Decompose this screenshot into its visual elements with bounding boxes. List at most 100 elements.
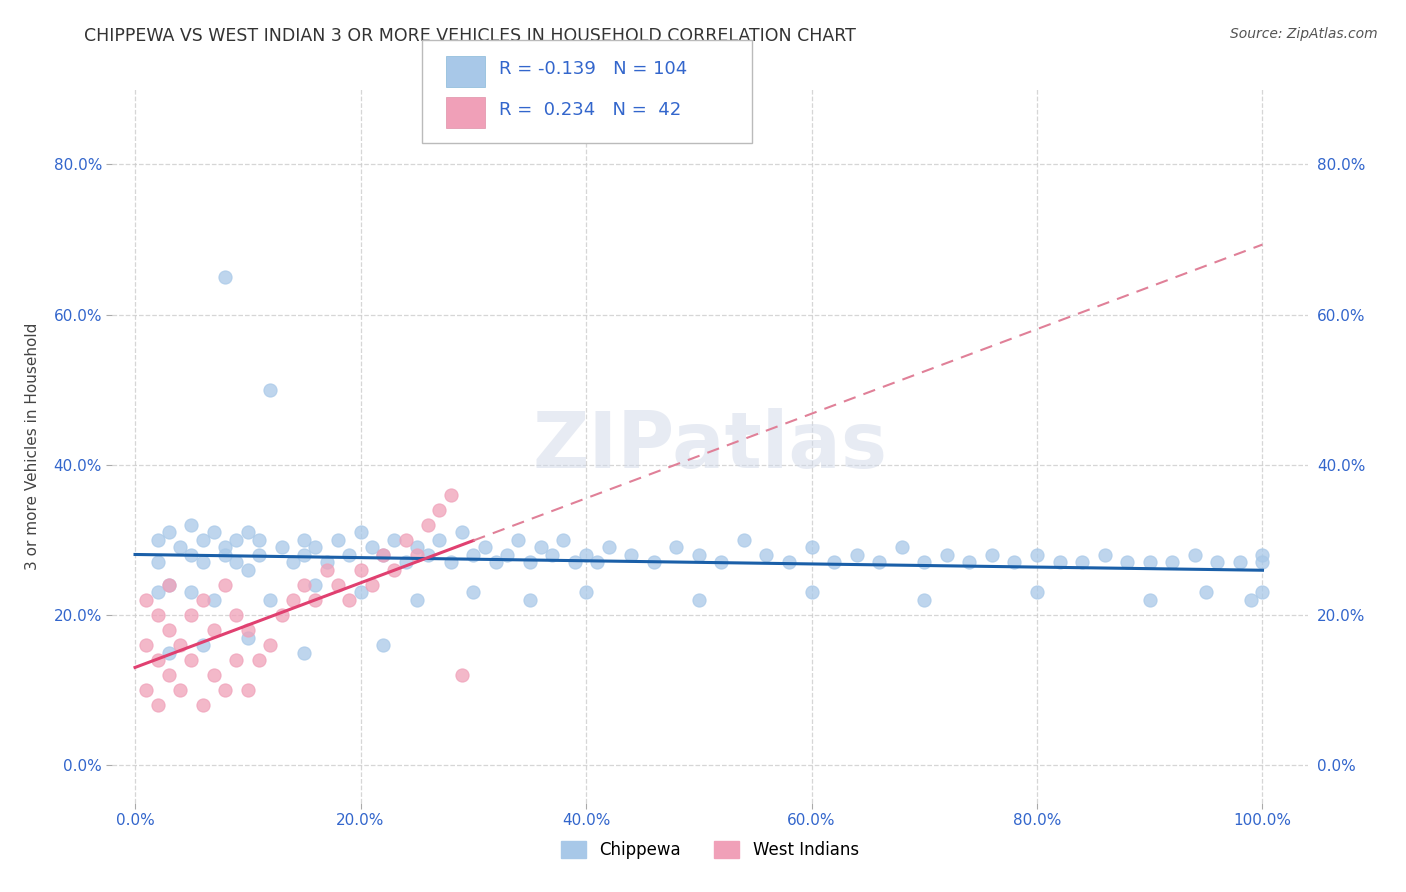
Point	[349, 563, 371, 577]
Point	[1195, 585, 1218, 599]
Point	[236, 631, 259, 645]
Point	[180, 517, 202, 532]
Text: R =  0.234   N =  42: R = 0.234 N = 42	[499, 101, 682, 119]
Point	[553, 533, 575, 547]
Point	[1229, 556, 1251, 570]
Point	[1116, 556, 1139, 570]
Point	[710, 556, 733, 570]
Point	[202, 623, 225, 637]
Point	[349, 525, 371, 540]
Point	[1184, 548, 1206, 562]
Point	[688, 593, 710, 607]
Point	[281, 593, 304, 607]
Point	[157, 525, 180, 540]
Point	[315, 563, 337, 577]
Point	[519, 593, 541, 607]
Point	[463, 585, 485, 599]
Point	[1161, 556, 1184, 570]
Point	[337, 548, 360, 562]
Point	[236, 525, 259, 540]
Point	[349, 585, 371, 599]
Point	[530, 541, 553, 555]
Point	[1049, 556, 1071, 570]
Point	[463, 548, 485, 562]
Point	[270, 607, 292, 622]
Point	[598, 541, 620, 555]
Point	[360, 541, 382, 555]
Point	[191, 533, 214, 547]
Point	[191, 556, 214, 570]
Point	[1094, 548, 1116, 562]
Point	[236, 623, 259, 637]
Point	[371, 548, 394, 562]
Point	[304, 541, 326, 555]
Point	[778, 556, 800, 570]
Point	[180, 585, 202, 599]
Point	[202, 593, 225, 607]
Point	[575, 585, 598, 599]
Point	[800, 585, 823, 599]
Point	[337, 593, 360, 607]
Point	[259, 638, 281, 652]
Legend: Chippewa, West Indians: Chippewa, West Indians	[561, 840, 859, 859]
Point	[440, 556, 463, 570]
Point	[371, 548, 394, 562]
Point	[202, 525, 225, 540]
Point	[236, 563, 259, 577]
Point	[440, 488, 463, 502]
Point	[292, 533, 315, 547]
Point	[157, 578, 180, 592]
Point	[146, 533, 169, 547]
Point	[474, 541, 496, 555]
Point	[292, 578, 315, 592]
Point	[1139, 593, 1161, 607]
Point	[180, 548, 202, 562]
Point	[1026, 585, 1049, 599]
Point	[214, 683, 236, 698]
Point	[146, 653, 169, 667]
Point	[1251, 548, 1274, 562]
Point	[259, 383, 281, 397]
Point	[202, 668, 225, 682]
Point	[868, 556, 890, 570]
Point	[620, 548, 643, 562]
Point	[236, 683, 259, 698]
Text: R = -0.139   N = 104: R = -0.139 N = 104	[499, 60, 688, 78]
Point	[845, 548, 868, 562]
Point	[1004, 556, 1026, 570]
Point	[146, 698, 169, 713]
Point	[191, 638, 214, 652]
Point	[214, 541, 236, 555]
Point	[225, 653, 247, 667]
Point	[665, 541, 688, 555]
Point	[169, 683, 191, 698]
Point	[281, 556, 304, 570]
Point	[225, 533, 247, 547]
Point	[1240, 593, 1263, 607]
Point	[146, 585, 169, 599]
Point	[315, 556, 337, 570]
Point	[146, 556, 169, 570]
Point	[157, 668, 180, 682]
Point	[360, 578, 382, 592]
Point	[429, 533, 451, 547]
Point	[247, 653, 270, 667]
Point	[394, 556, 416, 570]
Point	[755, 548, 778, 562]
Point	[688, 548, 710, 562]
Point	[326, 578, 349, 592]
Point	[169, 541, 191, 555]
Point	[169, 638, 191, 652]
Point	[191, 593, 214, 607]
Point	[157, 578, 180, 592]
Point	[304, 578, 326, 592]
Point	[429, 503, 451, 517]
Point	[508, 533, 530, 547]
Point	[135, 593, 157, 607]
Point	[1206, 556, 1229, 570]
Point	[214, 270, 236, 285]
Point	[382, 533, 405, 547]
Point	[418, 517, 440, 532]
Point	[912, 556, 935, 570]
Point	[292, 646, 315, 660]
